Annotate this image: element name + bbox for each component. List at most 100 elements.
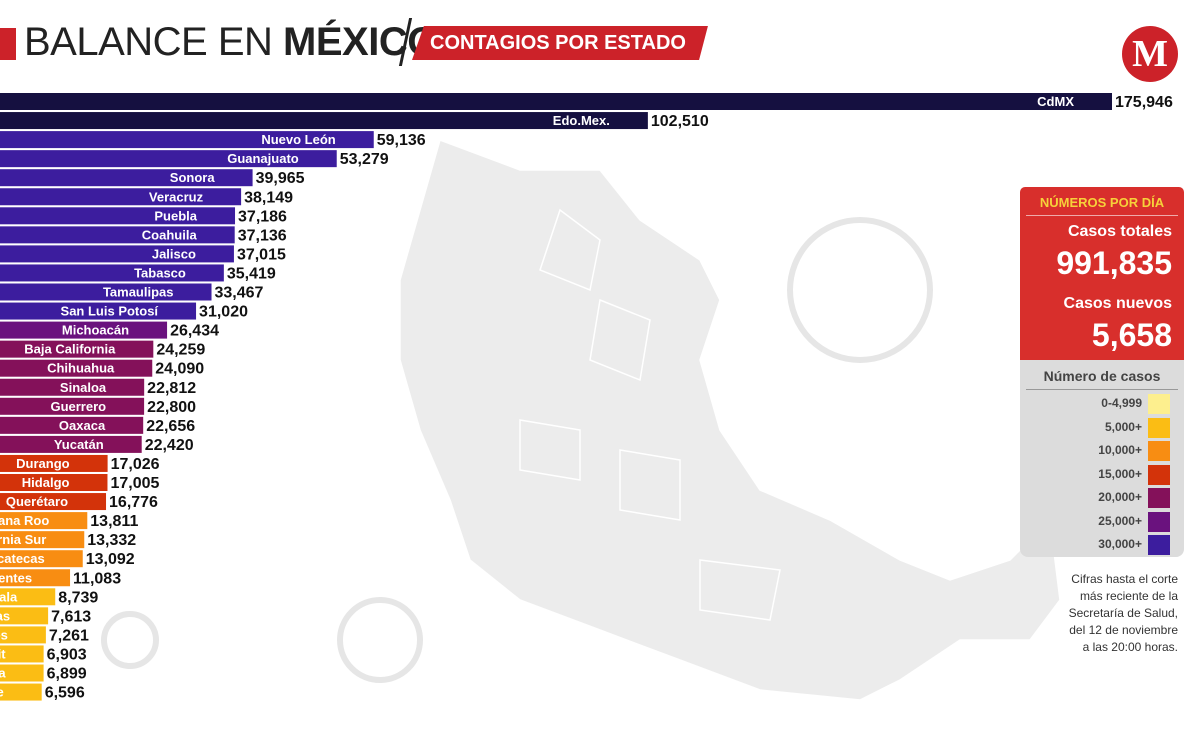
note-line: a las 20:00 horas. [1082,640,1178,654]
legend-swatch [1148,464,1170,485]
bar-6 [0,207,236,225]
bar-24 [0,550,83,568]
category-label-23: Baja California Sur [0,532,46,547]
category-label-24: Zacatecas [0,551,45,566]
legend-panel: Número de casos 0-4,999 5,000+ 10,000+ 15,0… [1020,360,1184,557]
value-label-17: 22,656 [146,418,195,435]
value-label-24: 13,092 [86,551,135,568]
bar-19 [0,454,108,472]
title-accent-block [0,28,16,60]
value-label-13: 24,259 [156,342,205,359]
bar-16 [0,397,145,415]
source-note: Cifras hasta el corte más reciente de la… [1038,571,1178,656]
value-label-1: 102,510 [651,113,709,130]
title-bold: MÉXICO [283,20,438,64]
value-label-5: 38,149 [244,189,293,206]
legend-swatch [1148,535,1170,555]
legend-label: 5,000+ [1104,419,1142,434]
bar-0 [0,93,1112,110]
value-label-16: 22,800 [147,399,196,416]
bar-26 [0,588,56,606]
category-label-31: Campeche [0,685,4,700]
note-line: del 12 de noviembre [1069,623,1178,637]
panel-header: NÚMEROS POR DÍA [1039,195,1165,210]
value-label-3: 53,279 [340,151,389,168]
category-label-6: Puebla [154,208,197,223]
category-label-7: Coahuila [142,227,198,242]
bar-25 [0,569,71,587]
bar-14 [0,359,153,377]
category-label-12: Michoacán [62,323,129,338]
category-label-9: Tabasco [134,265,186,280]
legend-swatch [1148,394,1170,414]
bar-21 [0,493,107,511]
category-label-25: Aguascalientes [0,570,32,585]
daily-numbers-panel: NÚMEROS POR DÍA Casos totales 991,835 Ca… [1020,187,1184,360]
value-label-22: 13,811 [90,513,138,530]
total-cases-value: 991,835 [1056,245,1172,281]
brand-logo: M [1122,26,1178,82]
bar-12 [0,321,168,339]
bar-8 [0,245,234,263]
legend-item: 5,000+ [1020,417,1184,438]
legend-label: 15,000+ [1098,466,1142,481]
bar-23 [0,531,85,549]
value-label-7: 37,136 [238,227,287,244]
bar-11 [0,302,197,320]
category-label-0: CdMX [1037,94,1074,109]
value-label-10: 33,467 [215,285,264,302]
category-label-13: Baja California [24,342,116,357]
page-subtitle: CONTAGIOS POR ESTADO [412,26,708,60]
note-line: Secretaría de Salud, [1068,606,1178,620]
bar-2 [0,131,374,149]
legend-label: 20,000+ [1098,490,1142,504]
legend-label: 30,000+ [1098,537,1142,551]
value-label-29: 6,903 [47,646,87,663]
bar-18 [0,435,142,453]
logo-letter: M [1132,33,1168,75]
legend-swatch [1148,417,1170,438]
total-cases-label: Casos totales [1067,223,1172,240]
new-cases-value: 5,658 [1091,317,1172,353]
value-label-9: 35,419 [227,265,276,282]
category-label-2: Nuevo León [261,132,335,147]
bar-31 [0,683,42,701]
value-label-4: 39,965 [256,170,305,187]
category-label-27: Chiapas [0,608,10,623]
legend-title: Número de casos [1043,368,1161,384]
bar-28 [0,626,46,644]
bar-29 [0,645,44,663]
bar-10 [0,283,212,301]
note-line: más reciente de la [1079,589,1178,603]
bar-3 [0,150,337,168]
category-label-1: Edo.Mex. [553,113,610,128]
note-line: Cifras hasta el corte [1071,572,1178,586]
category-label-14: Chihuahua [47,361,115,376]
category-label-17: Oaxaca [59,418,106,433]
bar-30 [0,664,44,682]
value-label-11: 31,020 [199,304,248,321]
value-label-12: 26,434 [170,323,219,340]
value-label-25: 11,083 [73,570,121,587]
category-label-19: Durango [16,456,70,471]
map-state-outline [539,208,601,292]
value-label-18: 22,420 [145,437,194,454]
virus-icon [101,217,933,683]
value-label-23: 13,332 [87,532,136,549]
panel-divider [1026,215,1178,216]
category-label-10: Tamaulipas [103,285,174,300]
legend-item: 0-4,999 [1020,394,1184,414]
legend-item: 15,000+ [1020,464,1184,485]
legend-swatch [1148,511,1170,532]
category-label-15: Sinaloa [60,380,107,395]
category-label-5: Veracruz [149,189,204,204]
new-cases-label: Casos nuevos [1063,295,1172,312]
legend-divider [1026,389,1178,390]
header: BALANCE EN MÉXICO CONTAGIOS POR ESTADO [0,18,1200,68]
category-label-28: Morelos [0,627,8,642]
value-label-26: 8,739 [58,589,98,606]
legend-label: 0-4,999 [1101,396,1142,410]
legend-item: 25,000+ [1020,511,1184,532]
map-state-outline [519,419,581,481]
